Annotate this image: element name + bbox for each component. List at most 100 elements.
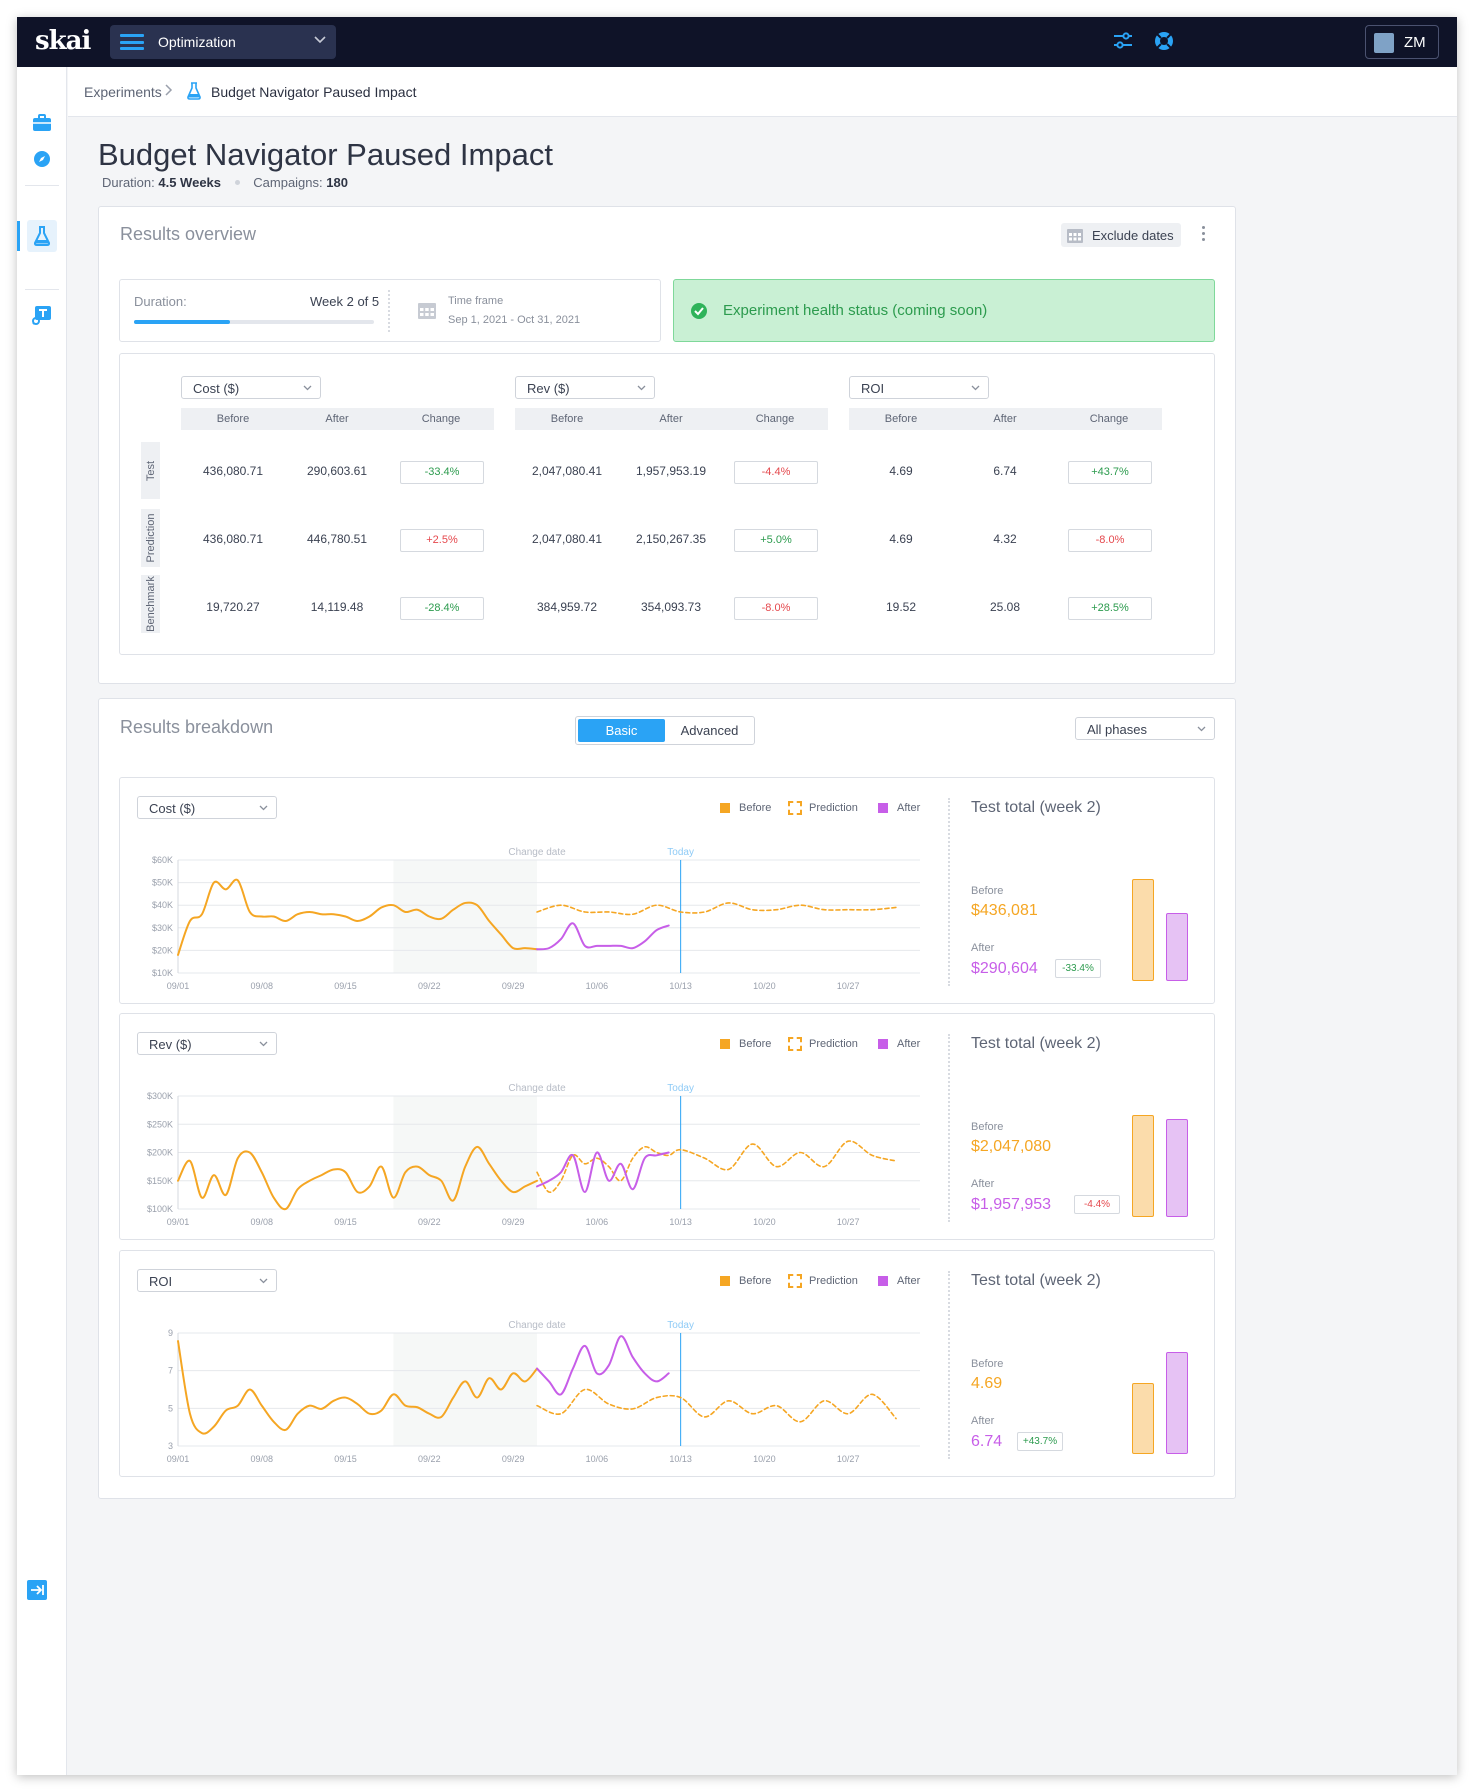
text-search-icon[interactable] xyxy=(30,303,54,327)
briefcase-icon[interactable] xyxy=(30,111,54,135)
total-change-badge: -4.4% xyxy=(1074,1195,1120,1214)
metric-select-2[interactable]: ROI xyxy=(849,376,989,399)
chart-metric-select[interactable]: ROI xyxy=(137,1269,277,1292)
y-tick-label: 9 xyxy=(168,1328,173,1338)
legend-label: Before xyxy=(739,802,772,814)
cell-after: 25.08 xyxy=(989,600,1021,614)
row-label-text: Test xyxy=(144,460,157,481)
chart-metric-select[interactable]: Cost ($) xyxy=(137,796,277,819)
column-header-after: After xyxy=(659,413,683,425)
x-tick-label: 10/27 xyxy=(837,981,860,991)
duration-progress-fill xyxy=(134,320,230,324)
menu-icon xyxy=(120,34,144,50)
y-tick-label: $250K xyxy=(147,1119,173,1129)
module-selector[interactable]: Optimization xyxy=(110,25,336,59)
total-before-value: $2,047,080 xyxy=(971,1138,1052,1155)
sidebar-divider xyxy=(25,185,59,186)
x-tick-label: 10/27 xyxy=(837,1217,860,1227)
table-header: Before After Change xyxy=(181,408,494,430)
compass-icon[interactable] xyxy=(30,147,54,171)
y-tick-label: $30K xyxy=(152,923,173,933)
pre-change-shading xyxy=(393,860,538,973)
y-tick-label: $100K xyxy=(147,1204,173,1214)
results-breakdown-title: Results breakdown xyxy=(120,717,274,737)
cell-before: 436,080.71 xyxy=(202,464,264,478)
total-before-bar xyxy=(1132,1115,1154,1217)
x-tick-label: 09/08 xyxy=(251,1217,274,1227)
skai-logo[interactable]: skai xyxy=(35,26,91,56)
active-indicator xyxy=(17,221,20,251)
advanced-toggle-button[interactable]: Advanced xyxy=(680,723,739,738)
x-tick-label: 09/15 xyxy=(334,981,357,991)
basic-toggle-button[interactable]: Basic xyxy=(578,719,665,742)
x-tick-label: 09/01 xyxy=(167,1454,190,1464)
row-label-prediction: Prediction xyxy=(141,509,160,567)
chart-metric-select[interactable]: Rev ($) xyxy=(137,1032,277,1055)
expand-sidebar-button[interactable] xyxy=(27,1580,47,1600)
metric-select-value: ROI xyxy=(861,381,885,396)
sidebar-item-experiments[interactable] xyxy=(27,220,57,252)
x-tick-label: 10/13 xyxy=(669,981,692,991)
series-before xyxy=(177,1145,539,1211)
series-prediction xyxy=(536,902,897,916)
sliders-icon[interactable] xyxy=(1112,30,1134,52)
change-badge: -28.4% xyxy=(400,597,484,620)
today-label: Today xyxy=(667,1083,694,1094)
legend-swatch xyxy=(788,1274,802,1288)
total-before-bar xyxy=(1132,879,1154,981)
total-before-value: 4.69 xyxy=(971,1375,1003,1392)
timeframe-value: Sep 1, 2021 - Oct 31, 2021 xyxy=(448,314,581,326)
metric-select-0[interactable]: Cost ($) xyxy=(181,376,321,399)
row-label-benchmark: Benchmark xyxy=(141,575,160,633)
week-progress-text: Week 2 of 5 xyxy=(310,294,380,309)
x-tick-label: 09/01 xyxy=(167,1217,190,1227)
y-tick-label: 3 xyxy=(168,1441,173,1451)
row-label-text: Prediction xyxy=(144,513,157,563)
change-date-label: Change date xyxy=(508,1083,566,1094)
x-tick-label: 10/20 xyxy=(753,1454,776,1464)
flask-icon xyxy=(187,82,201,100)
x-tick-label: 09/22 xyxy=(418,981,441,991)
change-badge: +2.5% xyxy=(400,529,484,552)
change-badge: -33.4% xyxy=(400,461,484,484)
legend-label: After xyxy=(897,1275,921,1287)
help-lifebuoy-icon[interactable] xyxy=(1153,30,1175,52)
change-badge: -4.4% xyxy=(734,461,818,484)
change-date-label: Change date xyxy=(508,1320,566,1331)
flask-icon xyxy=(33,226,51,246)
total-after-label: After xyxy=(971,942,995,954)
cell-after: 354,093.73 xyxy=(640,600,702,614)
column-header-before: Before xyxy=(884,413,918,425)
legend-label: After xyxy=(897,802,921,814)
chart-panel-2: ROI Before Prediction After 9 7 5 3 09/01 09/08 09… xyxy=(119,1250,1215,1477)
chevron-down-icon xyxy=(303,385,312,391)
phase-select[interactable]: All phases xyxy=(1075,717,1215,740)
y-tick-label: $10K xyxy=(152,968,173,978)
x-tick-label: 09/29 xyxy=(502,1454,525,1464)
totals-title: Test total (week 2) xyxy=(971,1035,1101,1052)
app-window: skai Optimization ZM xyxy=(17,17,1457,1775)
y-tick-label: 5 xyxy=(168,1403,173,1413)
legend-label: Before xyxy=(739,1275,772,1287)
total-change-badge: -33.4% xyxy=(1055,959,1101,978)
view-mode-toggle: Basic Advanced xyxy=(575,716,755,745)
total-before-bar xyxy=(1132,1383,1154,1454)
x-tick-label: 09/29 xyxy=(502,981,525,991)
column-header-after: After xyxy=(993,413,1017,425)
user-menu-button[interactable]: ZM xyxy=(1365,25,1439,59)
column-header-after: After xyxy=(325,413,349,425)
cell-after: 4.32 xyxy=(993,532,1017,546)
total-before-label: Before xyxy=(971,885,1004,897)
user-initials: ZM xyxy=(1404,34,1426,51)
more-options-icon[interactable] xyxy=(1202,226,1205,244)
breadcrumb-experiments-link[interactable]: Experiments xyxy=(84,84,162,100)
calendar-icon xyxy=(1067,229,1083,243)
cell-after: 6.74 xyxy=(993,464,1017,478)
top-bar: skai Optimization ZM xyxy=(17,17,1457,67)
change-date-label: Change date xyxy=(508,847,566,858)
y-tick-label: $40K xyxy=(152,900,173,910)
legend-label: After xyxy=(897,1038,921,1050)
exclude-dates-button[interactable]: Exclude dates xyxy=(1061,223,1181,247)
series-before xyxy=(177,1340,539,1435)
metric-select-1[interactable]: Rev ($) xyxy=(515,376,655,399)
